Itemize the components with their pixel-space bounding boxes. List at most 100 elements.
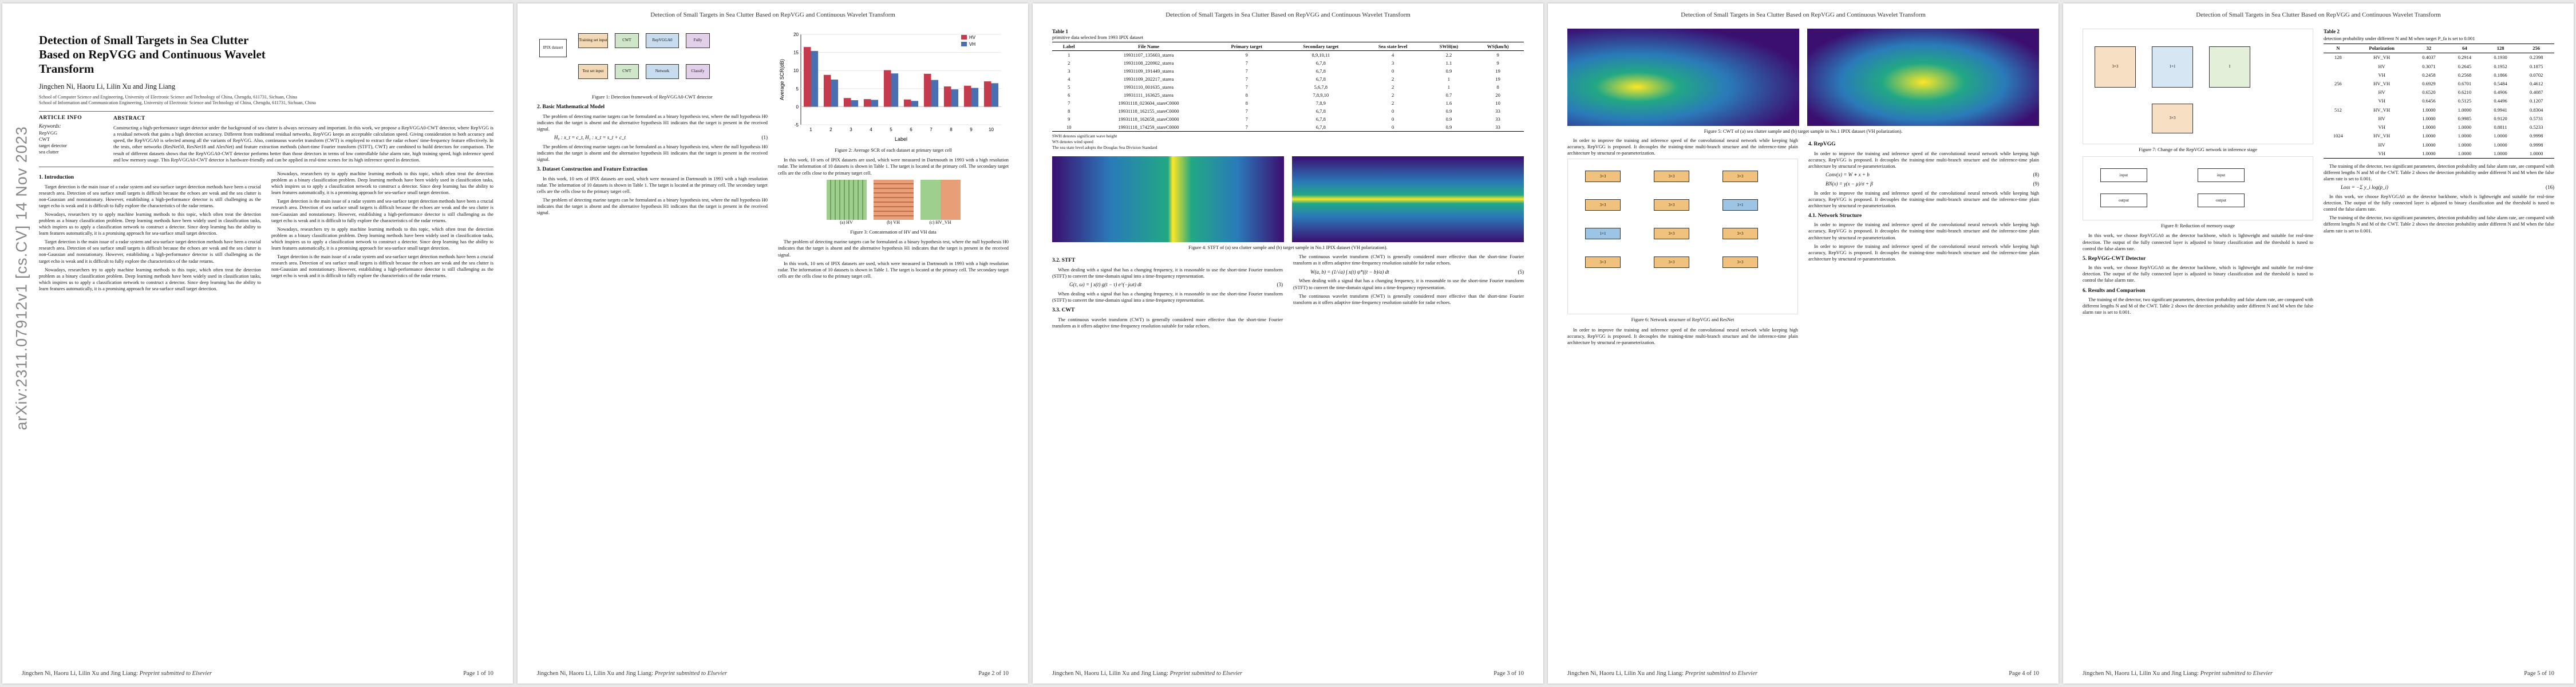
figure-6-caption: Figure 6: Network structure of RepVGG an… [1631,317,1735,323]
fig1-box: Network [646,64,679,79]
figure-7: 3×3 1×1 I 3×3 [2083,29,2313,144]
table-label: Table 2 [2324,29,2340,34]
table-cell: HV_VH [2373,80,2391,86]
table-row: 3 19931109_191449_starea 7 6,7,8 0 0.9 19 [1052,67,1524,75]
table-cell: 0.1866 [2494,72,2507,78]
column-right: -5 0 5 10 15 20 1 2 3 4 5 6 7 8 9 10 Label Average SCR(dB… [778,29,1009,282]
paragraph: In this work, we choose RepVGGA0 as the … [2324,194,2554,212]
equation: BN(x) = γ(x − μ)/σ + β (9) [1826,180,2039,187]
table-cell: HV [2378,63,2385,69]
footer-authors: Jingchen Ni, Haoru Li, Lilin Xu and Jing… [537,670,653,677]
table-header-cell: N [2336,45,2340,52]
table-cell: HV_VH [2373,133,2391,139]
running-header: Detection of Small Targets in Sea Clutte… [1681,11,1926,18]
figure-1: IPIX dataset Training set input CWT RepV… [537,29,768,92]
table-cell: 7 [1245,108,1248,114]
table-cell: 2 [1391,76,1394,82]
table-cell: 1.1 [1445,60,1452,66]
footer-journal: Preprint submitted to Elsevier [1170,670,1243,677]
table-cell: 3 [1068,68,1070,74]
table-cell: 8 [1496,84,1499,90]
paragraph: In this work, 10 sets of IPIX datasets a… [778,260,1009,279]
legend-label: HV [969,35,976,40]
table-cell: VH [2378,98,2385,104]
table-cell: 9 [1496,52,1499,58]
page-3: Detection of Small Targets in Sea Clutte… [1033,3,1543,684]
paragraph: In this work, we choose RepVGGA0 as the … [2083,265,2313,283]
table-cell: 2 [1068,60,1070,66]
table-cell: HV [2378,141,2385,148]
footer-journal: Preprint submitted to Elsevier [139,670,212,677]
section-heading: 2. Basic Mathematical Model [537,104,605,110]
keyword: target detector [39,143,67,149]
paragraph: The training of the detector, two signif… [2083,297,2313,315]
section-heading: 3. Dataset Construction and Feature Extr… [537,167,647,173]
column-left: 3.2. STFT When dealing with a signal tha… [1052,254,1283,331]
x-tick-label: 8 [950,127,953,132]
figure-6: 3×3 3×3 1×1 3×3 3×3 3×3 3×3 3×3 3×3 1×1 … [1567,159,1798,315]
table-cell: 0.2458 [2422,72,2436,78]
table-cell: 0.4037 [2422,54,2436,61]
table-cell: 33 [1495,108,1500,114]
fig1-box: RepVGGA0 [646,33,679,48]
table-cell: 0.4906 [2494,89,2507,96]
fig1-box: Fully [686,33,710,48]
x-axis-label: Label [895,136,907,142]
abstract: ABSTRACT Constructing a high-performance… [113,115,493,163]
legend-swatch [961,35,967,40]
table-cell: 19931111_163625_starea [1124,92,1174,98]
table-cell: 1.0000 [2422,141,2436,148]
kernel-3x3: 3×3 [2095,46,2136,88]
abstract-text: Constructing a high-performance target d… [113,124,493,163]
section-heading: 4.1. Network Structure [1808,212,1862,219]
table-row: 10 19931118_174259_stareC0000 7 6,7,8 0 0.9 33 [1052,123,1524,132]
x-tick-label: 9 [970,127,973,132]
table-cell: 7 [1245,116,1248,122]
grid-hv [826,179,867,220]
paragraph: In order to improve the training and inf… [1808,222,2039,240]
bar-hv [883,70,891,107]
page-1: arXiv:2311.07912v1 [cs.CV] 14 Nov 2023 D… [2,3,513,684]
paragraph: In order to improve the training and inf… [1567,138,1798,156]
table-row: HV 0.6520 0.6210 0.4906 0.4087 [2324,88,2554,97]
paragraph: The problem of detecting marine targets … [537,113,768,132]
x-tick-label: 2 [829,127,832,132]
footer-authors: Jingchen Ni, Haoru Li, Lilin Xu and Jing… [1052,670,1168,677]
table-cell: 1.0000 [2458,124,2472,131]
table-cell: VH [2378,124,2385,131]
grid-hv-vh [920,179,961,220]
table-cell: 0.9 [1445,108,1452,114]
table-cell: 0.1930 [2494,54,2507,61]
section-heading: 5. RepVGG-CWT Detector [2083,255,2146,262]
footer-authors: Jingchen Ni, Haoru Li, Lilin Xu and Jing… [2083,670,2199,677]
paragraph: The continuous wavelet transform (CWT) i… [1293,254,1524,266]
table-cell: 0.8811 [2494,124,2507,131]
x-tick-label: 7 [930,127,933,132]
table-row: 4 19931109_202217_starea 7 6,7,8 2 1 19 [1052,75,1524,83]
table-cell: 0.1952 [2494,63,2507,69]
table-cell [2324,114,2353,123]
memory-block: output [2100,194,2147,208]
table-row: 6 19931111_163625_starea 8 7,8,9,10 2 0.7 20 [1052,91,1524,99]
table-cell: 7 [1245,84,1248,90]
table-header-cell: Polarization [2369,45,2395,52]
table-cell: 1.6 [1445,100,1452,106]
paragraph: The problem of detecting marine targets … [778,239,1009,258]
page-number: Page 2 of 10 [978,670,1009,677]
kernel-merged: 3×3 [2152,104,2193,133]
bar-hv [803,47,811,107]
table-cell: 19931108_220902_starea [1123,60,1174,66]
figure-4 [1052,156,1524,243]
footer-authors: Jingchen Ni, Haoru Li, Lilin Xu and Jing… [1567,670,1684,677]
section-heading: 6. Results and Comparison [2083,287,2146,294]
table-cell: 6 [1068,92,1070,98]
x-tick-label: 10 [989,127,994,132]
bar-hv [823,74,831,107]
table-cell: 19931118_023604_stareC0000 [1118,100,1179,106]
paragraph: When dealing with a signal that has a ch… [1052,267,1283,279]
y-tick-label: 5 [796,86,799,92]
table-header-cell: 64 [2462,45,2467,52]
table-cell: 0.4087 [2529,89,2543,96]
paragraph: In this work, 10 sets of IPIX datasets a… [778,157,1009,176]
column-right: Table 2 detection probability under diff… [2324,29,2554,318]
